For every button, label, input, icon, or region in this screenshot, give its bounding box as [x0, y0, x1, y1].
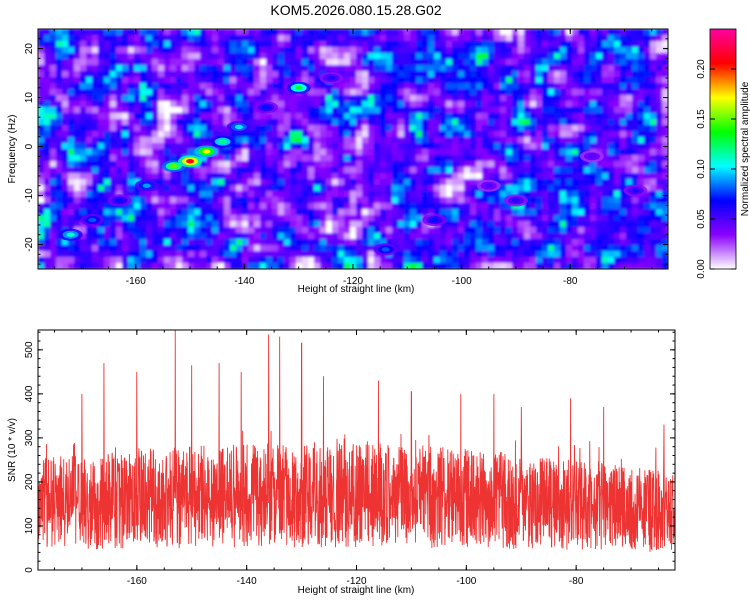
- x-tick-label: -100: [456, 576, 476, 587]
- spectral-feature: [422, 214, 447, 227]
- snr-y-axis: 0 100 200 300 400 500: [24, 331, 675, 573]
- snr-x-label: Height of straight line (km): [298, 585, 415, 596]
- y-tick-label: 0: [24, 567, 35, 573]
- spectrogram-x-label: Height of straight line (km): [298, 284, 415, 295]
- x-tick-label: -80: [569, 576, 584, 587]
- colorbar-tick-label: 0.00: [696, 259, 707, 279]
- colorbar-tick-label: 0.20: [696, 59, 707, 79]
- x-tick-label: -160: [127, 576, 147, 587]
- spectral-feature: [254, 101, 279, 114]
- colorbar-label: Normalized spectral amplitude: [740, 81, 750, 216]
- spectral-feature: [503, 194, 528, 207]
- spectral-feature: [579, 150, 604, 163]
- snr-series-line: [38, 330, 675, 552]
- spectral-feature: [58, 228, 83, 241]
- snr-panel: -160 -140 -120 -100 -80 0 100 200 300 400 500 Hei…: [7, 329, 676, 596]
- spectrogram-features: [58, 71, 648, 256]
- spectral-feature: [226, 120, 251, 133]
- colorbar-scale: [709, 28, 737, 270]
- spectral-feature: [210, 135, 235, 148]
- x-tick-label: -100: [452, 276, 472, 287]
- spectral-feature: [194, 145, 219, 158]
- spectral-feature: [161, 160, 186, 173]
- y-tick-label: 300: [24, 429, 35, 446]
- spectral-feature: [476, 179, 501, 192]
- x-tick-label: -80: [563, 276, 578, 287]
- colorbar-tick-label: 0.05: [696, 209, 707, 229]
- y-tick-label: -20: [24, 237, 35, 252]
- colorbar: 0.00 0.05 0.10 0.15 0.20 Normalized spectral…: [696, 28, 750, 279]
- snr-x-axis: -160 -140 -120 -100 -80: [53, 330, 660, 587]
- spectrogram-x-axis: -160 -140 -120 -100 -80: [53, 29, 653, 287]
- spectral-feature: [134, 179, 159, 192]
- x-tick-label: -140: [234, 276, 254, 287]
- x-tick-label: -120: [346, 576, 366, 587]
- spectrogram-y-label: Frequency (Hz): [7, 115, 18, 184]
- y-tick-label: 10: [24, 92, 35, 104]
- spectral-feature: [286, 81, 311, 94]
- spectrogram-y-axis: -20 -10 0 10 20: [24, 28, 668, 265]
- x-tick-label: -140: [237, 576, 257, 587]
- spectral-feature: [178, 155, 203, 168]
- figure-title: KOM5.2026.080.15.28.G02: [270, 2, 441, 18]
- y-tick-label: 200: [24, 473, 35, 490]
- y-tick-label: 20: [24, 43, 35, 55]
- spectrogram-heatmap: [38, 29, 668, 269]
- x-tick-label: -120: [343, 276, 363, 287]
- y-tick-label: 100: [24, 517, 35, 534]
- colorbar-tick-label: 0.15: [696, 109, 707, 129]
- y-tick-label: 500: [24, 341, 35, 358]
- x-tick-label: -160: [126, 276, 146, 287]
- y-tick-label: -10: [24, 188, 35, 203]
- spectral-feature: [373, 243, 398, 256]
- snr-y-label: SNR (10 * v/v): [7, 418, 18, 482]
- y-tick-label: 400: [24, 385, 35, 402]
- spectral-feature: [319, 71, 344, 84]
- colorbar-axis: 0.00 0.05 0.10 0.15 0.20: [696, 59, 736, 279]
- colorbar-tick-label: 0.10: [696, 159, 707, 179]
- y-tick-label: 0: [24, 143, 35, 149]
- spectral-feature: [623, 184, 648, 197]
- spectral-feature: [107, 194, 132, 207]
- spectral-feature: [80, 214, 105, 227]
